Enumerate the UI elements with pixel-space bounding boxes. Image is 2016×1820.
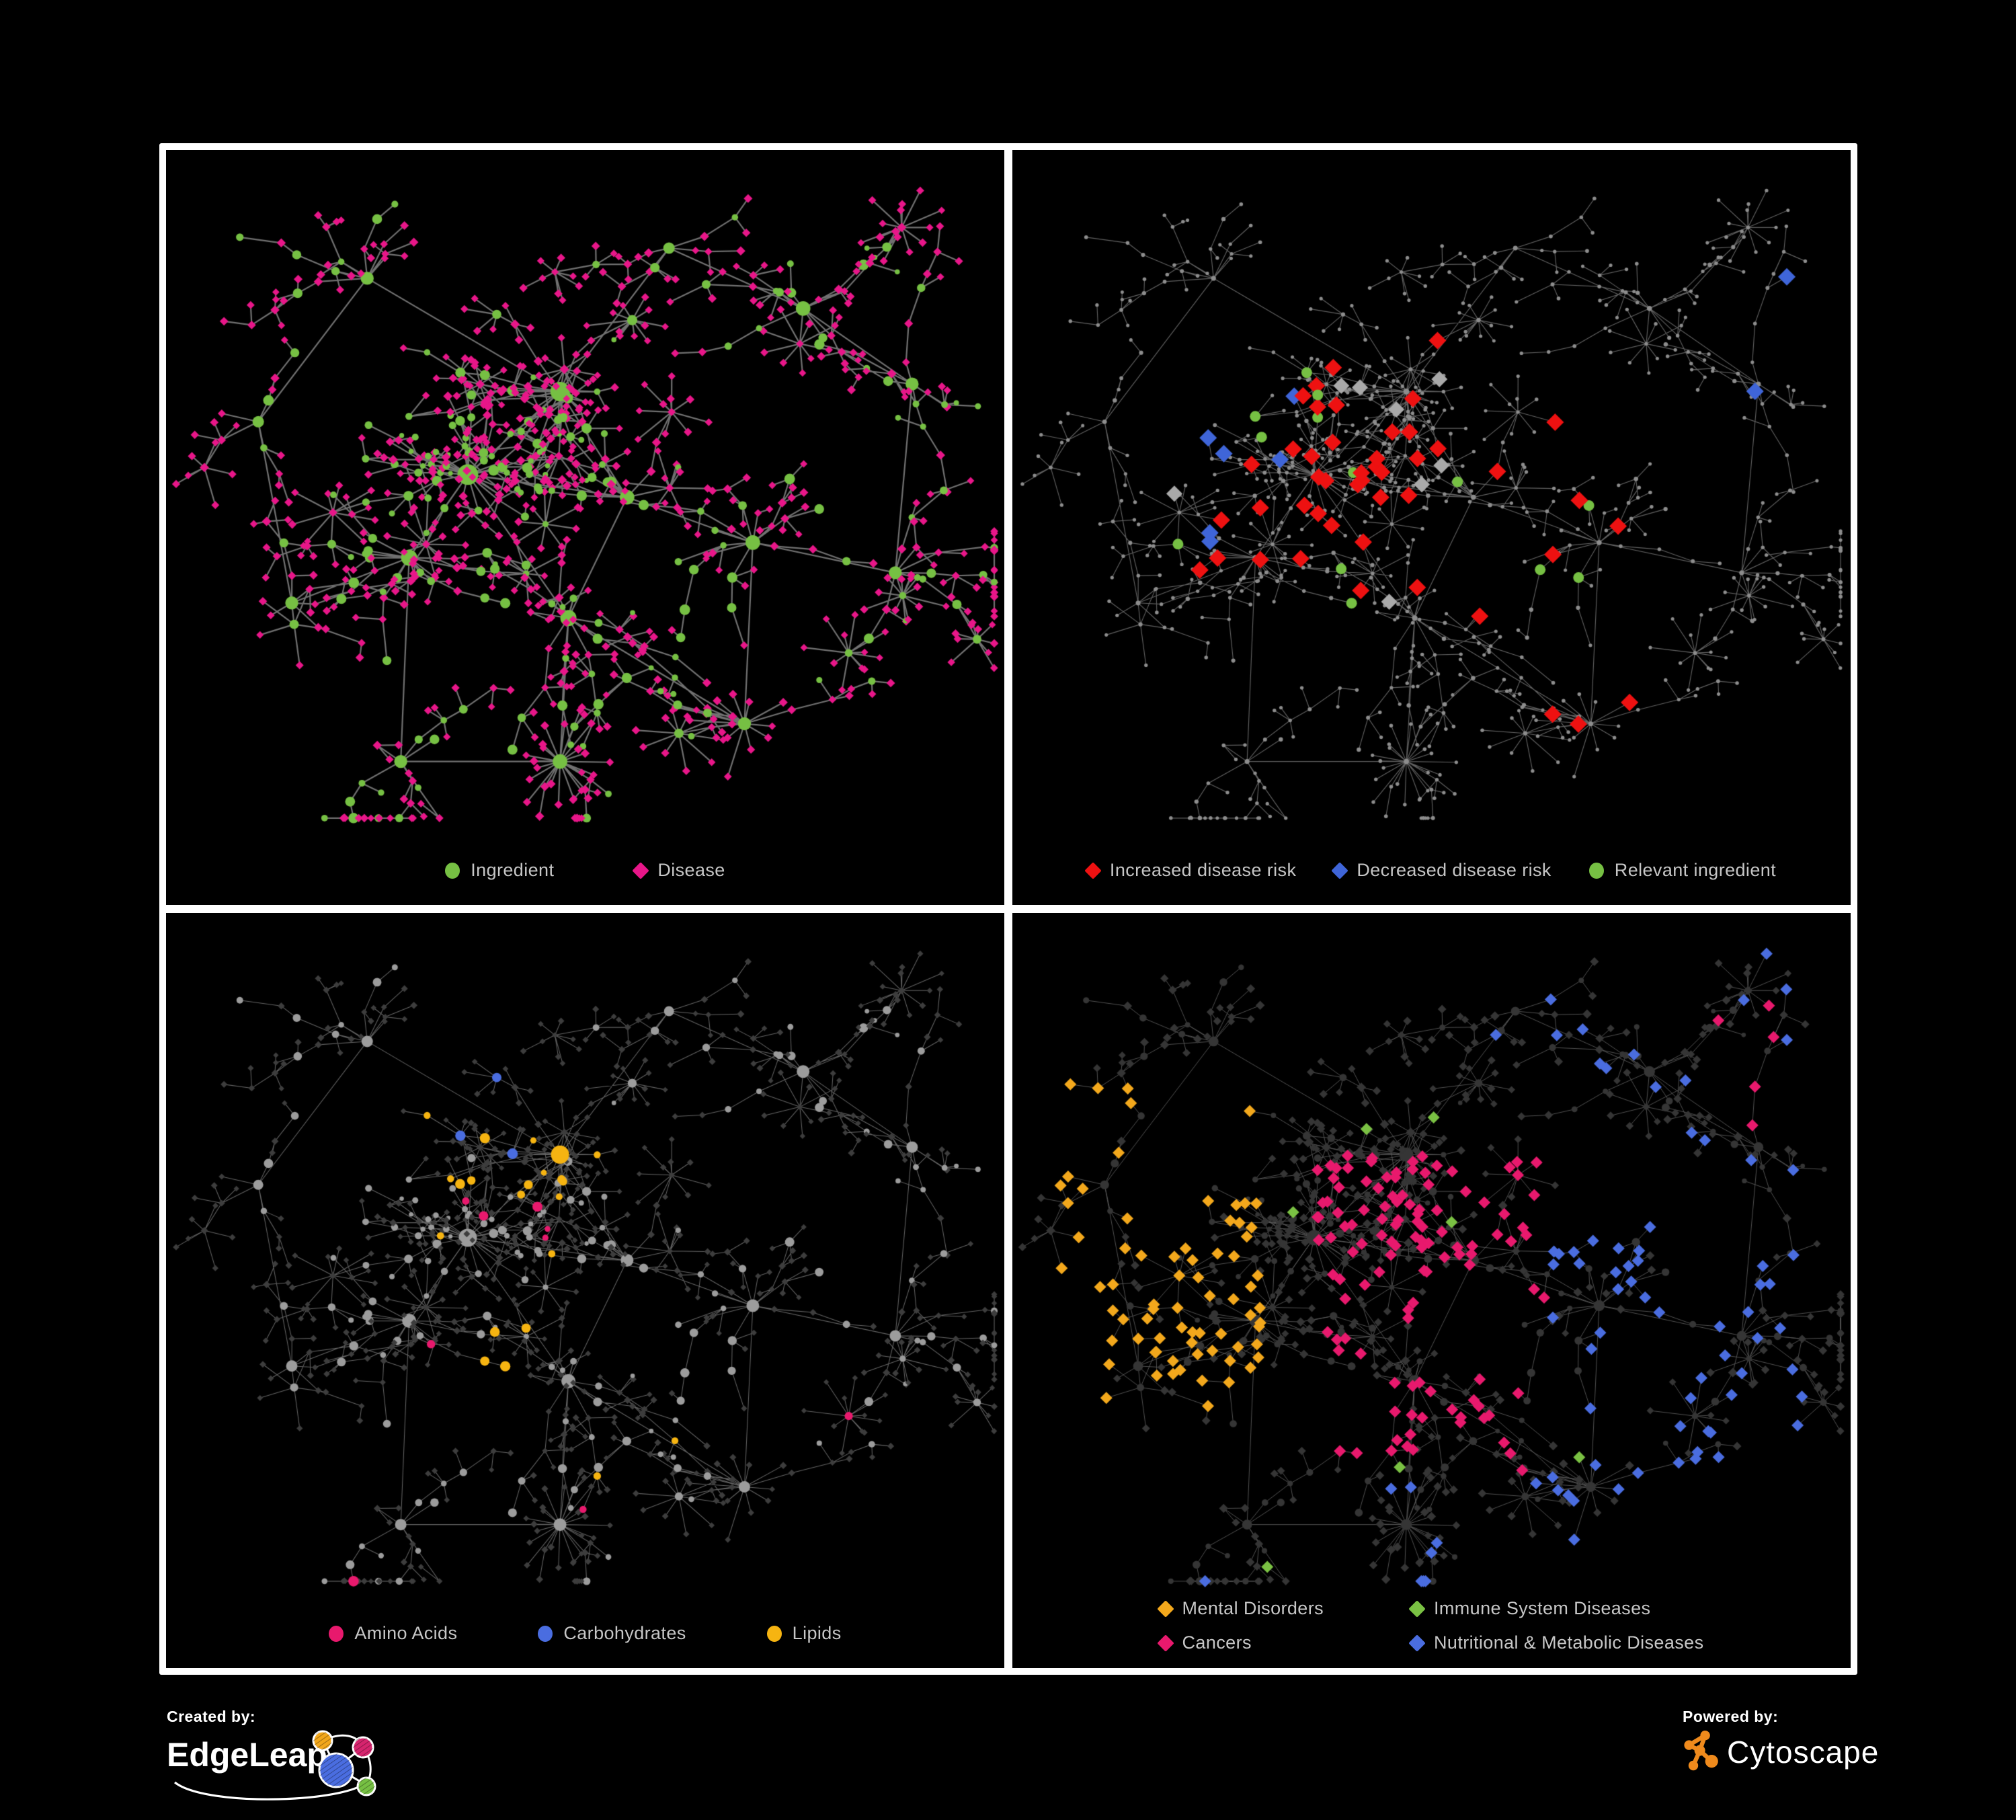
circle-marker	[329, 1625, 344, 1642]
edgeleap-logo-icon	[174, 1730, 376, 1801]
legend-disease-classes: Mental Disorders Immune System Diseases Ca…	[1012, 1598, 1851, 1653]
legend-label: Relevant ingredient	[1614, 860, 1777, 880]
circle-marker	[1588, 862, 1604, 879]
cytoscape-logo-text: Cytoscape	[1727, 1735, 1880, 1770]
legend-label: Cancers	[1182, 1632, 1252, 1653]
legend-item: Relevant ingredient	[1588, 860, 1777, 881]
footer: Created by: EdgeLeap	[0, 1677, 2016, 1820]
legend-label: Amino Acids	[354, 1623, 458, 1643]
network-canvas-disease-classes	[1012, 913, 1851, 1668]
circle-marker	[538, 1625, 553, 1642]
panel-disease-classes: Mental Disorders Immune System Diseases Ca…	[1012, 913, 1851, 1668]
legend-item: Increased disease risk	[1084, 860, 1297, 881]
legend-item: Carbohydrates	[538, 1623, 686, 1644]
network-grid: Ingredient Disease Increased disease risk…	[159, 143, 1857, 1675]
legend-item: Lipids	[766, 1623, 842, 1644]
powered-by-label: Powered by:	[1683, 1708, 1779, 1725]
legend-label: Increased disease risk	[1109, 860, 1297, 880]
edgeleap-brand: EdgeLeap	[167, 1730, 409, 1804]
legend-ingredient-disease: Ingredient Disease	[166, 860, 1004, 881]
diamond-marker	[1331, 861, 1349, 879]
panel-ingredient-disease: Ingredient Disease	[166, 150, 1004, 905]
legend-nutrient-classes: Amino Acids Carbohydrates Lipids	[166, 1623, 1004, 1644]
cytoscape-brand: Cytoscape	[1683, 1729, 1879, 1776]
cytoscape-logo-icon	[1684, 1731, 1718, 1771]
diamond-marker	[1156, 1634, 1174, 1652]
circle-marker	[766, 1625, 782, 1642]
legend-item: Mental Disorders	[1156, 1598, 1324, 1619]
diamond-marker	[632, 861, 650, 879]
legend-label: Decreased disease risk	[1357, 860, 1551, 880]
legend-label: Ingredient	[471, 860, 555, 880]
legend-label: Immune System Diseases	[1434, 1598, 1651, 1618]
legend-item: Amino Acids	[329, 1623, 457, 1644]
edgeleap-logo-text: EdgeLeap	[167, 1736, 327, 1774]
legend-label: Nutritional & Metabolic Diseases	[1434, 1632, 1704, 1653]
network-canvas-ingredient-disease	[166, 150, 1004, 905]
legend-item: Immune System Diseases	[1408, 1598, 1703, 1619]
panel-nutrient-classes: Amino Acids Carbohydrates Lipids	[166, 913, 1004, 1668]
legend-item: Cancers	[1156, 1632, 1324, 1653]
powered-by-block: Powered by: Cytoscape	[1683, 1708, 1879, 1776]
legend-label: Mental Disorders	[1182, 1598, 1324, 1618]
diamond-marker	[1084, 861, 1102, 879]
diamond-marker	[1408, 1599, 1426, 1618]
network-canvas-nutrient-classes	[166, 913, 1004, 1668]
created-by-label: Created by:	[167, 1708, 256, 1725]
panel-disease-risk: Increased disease risk Decreased disease …	[1012, 150, 1851, 905]
diamond-marker	[1156, 1599, 1174, 1618]
legend-item: Disease	[632, 860, 725, 881]
legend-label: Disease	[657, 860, 725, 880]
legend-label: Lipids	[792, 1623, 842, 1643]
circle-marker	[445, 862, 460, 879]
legend-disease-risk: Increased disease risk Decreased disease …	[1012, 860, 1851, 881]
legend-item: Decreased disease risk	[1331, 860, 1551, 881]
legend-item: Nutritional & Metabolic Diseases	[1408, 1632, 1704, 1653]
legend-label: Carbohydrates	[563, 1623, 686, 1643]
network-canvas-disease-risk	[1012, 150, 1851, 905]
legend-item: Ingredient	[445, 860, 554, 881]
created-by-block: Created by: EdgeLeap	[167, 1708, 409, 1804]
diamond-marker	[1408, 1634, 1426, 1652]
